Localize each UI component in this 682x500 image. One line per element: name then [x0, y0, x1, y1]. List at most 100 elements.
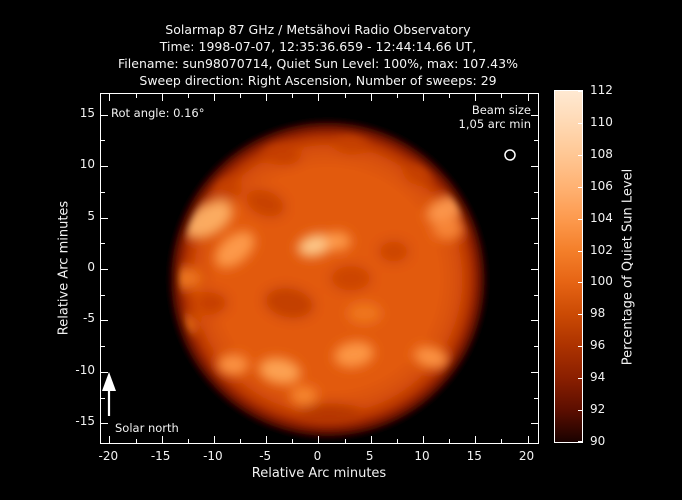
x-minor-tick	[396, 439, 398, 443]
colorbar-tick-label: 106	[590, 178, 613, 193]
figure-title: Solarmap 87 GHz / Metsähovi Radio Observ…	[165, 22, 471, 37]
colorbar-title: Percentage of Quiet Sun Level	[620, 168, 636, 366]
y-tick-label: -5	[83, 311, 95, 326]
bright-region	[290, 386, 318, 405]
colorbar-tick	[578, 314, 582, 316]
x-tick-label: 0	[313, 449, 322, 463]
colorbar-tick-label: 96	[590, 338, 606, 353]
y-major-tick	[101, 114, 108, 116]
x-tick-label: 5	[365, 449, 374, 463]
dark-region	[196, 291, 228, 315]
y-minor-tick	[534, 191, 538, 193]
y-axis-title: Relative Arc minutes	[56, 200, 72, 336]
dark-region	[335, 134, 367, 153]
bright-region	[432, 217, 464, 241]
x-major-tick	[213, 436, 215, 443]
x-major-tick	[109, 94, 111, 101]
y-minor-tick	[101, 294, 105, 296]
y-major-tick	[101, 217, 108, 219]
dark-region	[405, 164, 433, 183]
x-major-tick	[475, 94, 477, 101]
x-major-tick	[527, 94, 529, 101]
x-major-tick	[527, 436, 529, 443]
rot-angle-annotation: Rot angle: 0.16°	[111, 106, 205, 120]
x-major-tick	[475, 436, 477, 443]
dark-region	[297, 404, 361, 422]
y-major-tick	[101, 166, 108, 168]
colorbar-tick	[578, 250, 582, 252]
colorbar-tick-label: 90	[590, 434, 606, 448]
dark-region	[378, 240, 410, 263]
x-major-tick	[423, 436, 424, 443]
y-minor-tick	[534, 346, 538, 348]
colorbar-tick-label: 100	[590, 274, 613, 289]
y-minor-tick	[101, 346, 105, 348]
figure-subtitle-sweep: Sweep direction: Right Ascension, Number…	[139, 73, 497, 88]
bright-region	[180, 266, 202, 290]
colorbar-tick	[578, 410, 582, 412]
y-major-tick	[531, 217, 538, 219]
x-major-tick	[213, 94, 215, 101]
x-minor-tick	[240, 439, 242, 443]
y-major-tick	[531, 269, 538, 270]
y-major-tick	[531, 371, 538, 373]
colorbar-tick-label: 102	[590, 242, 613, 257]
x-axis-title: Relative Arc minutes	[251, 466, 387, 481]
figure-header: Solarmap 87 GHz / Metsähovi Radio Observ…	[0, 21, 636, 89]
x-tick-label: 15	[466, 449, 482, 463]
x-minor-tick	[501, 94, 503, 98]
beam-size-annotation: Beam size 1,05 arc min	[459, 103, 531, 131]
x-major-tick	[370, 94, 372, 101]
y-minor-tick	[101, 140, 105, 142]
y-major-tick	[531, 423, 538, 425]
x-minor-tick	[344, 94, 346, 98]
dark-region	[211, 178, 242, 200]
x-tick-label: 10	[414, 449, 430, 463]
x-tick-label: -10	[203, 449, 223, 463]
x-tick-label: -20	[98, 449, 119, 463]
colorbar-tick-label: 112	[590, 83, 613, 97]
x-major-tick	[370, 436, 372, 443]
y-major-tick	[101, 423, 108, 425]
bright-region	[347, 302, 382, 324]
dark-region	[244, 188, 286, 218]
x-minor-tick	[449, 94, 451, 98]
beam-size-label: Beam size	[471, 103, 531, 117]
y-minor-tick	[101, 397, 105, 399]
bright-region	[215, 231, 255, 268]
colorbar-tick	[578, 122, 582, 124]
colorbar-tick-label: 108	[590, 146, 613, 161]
x-minor-tick	[449, 439, 451, 443]
x-minor-tick	[292, 439, 294, 443]
colorbar-tick-label: 94	[590, 370, 606, 385]
y-minor-tick	[101, 243, 105, 245]
x-minor-tick	[501, 439, 503, 443]
x-major-tick	[423, 94, 424, 101]
bright-region	[217, 354, 249, 376]
x-minor-tick	[292, 94, 294, 98]
beam-size-circle-icon	[504, 149, 516, 161]
colorbar-tick-label: 92	[590, 402, 606, 417]
colorbar-tick	[578, 154, 582, 156]
y-minor-tick	[534, 243, 538, 245]
y-tick-label: 10	[79, 157, 95, 172]
x-minor-tick	[240, 94, 242, 98]
bright-region	[323, 231, 351, 251]
x-major-tick	[161, 436, 163, 443]
x-tick-label: -5	[259, 449, 272, 463]
colorbar-tick-label: 110	[590, 114, 613, 129]
y-major-tick	[101, 371, 108, 373]
y-major-tick	[531, 320, 538, 322]
sun-disk	[168, 119, 488, 440]
x-major-tick	[318, 94, 320, 101]
beam-size-value: 1,05 arc min	[458, 117, 531, 131]
dark-region	[329, 264, 372, 292]
x-major-tick	[266, 436, 268, 443]
x-minor-tick	[396, 94, 398, 98]
colorbar-tick	[578, 441, 582, 442]
x-minor-tick	[187, 439, 189, 443]
x-minor-tick	[135, 94, 137, 98]
colorbar	[554, 90, 583, 443]
y-minor-tick	[534, 294, 538, 296]
x-minor-tick	[187, 94, 189, 98]
